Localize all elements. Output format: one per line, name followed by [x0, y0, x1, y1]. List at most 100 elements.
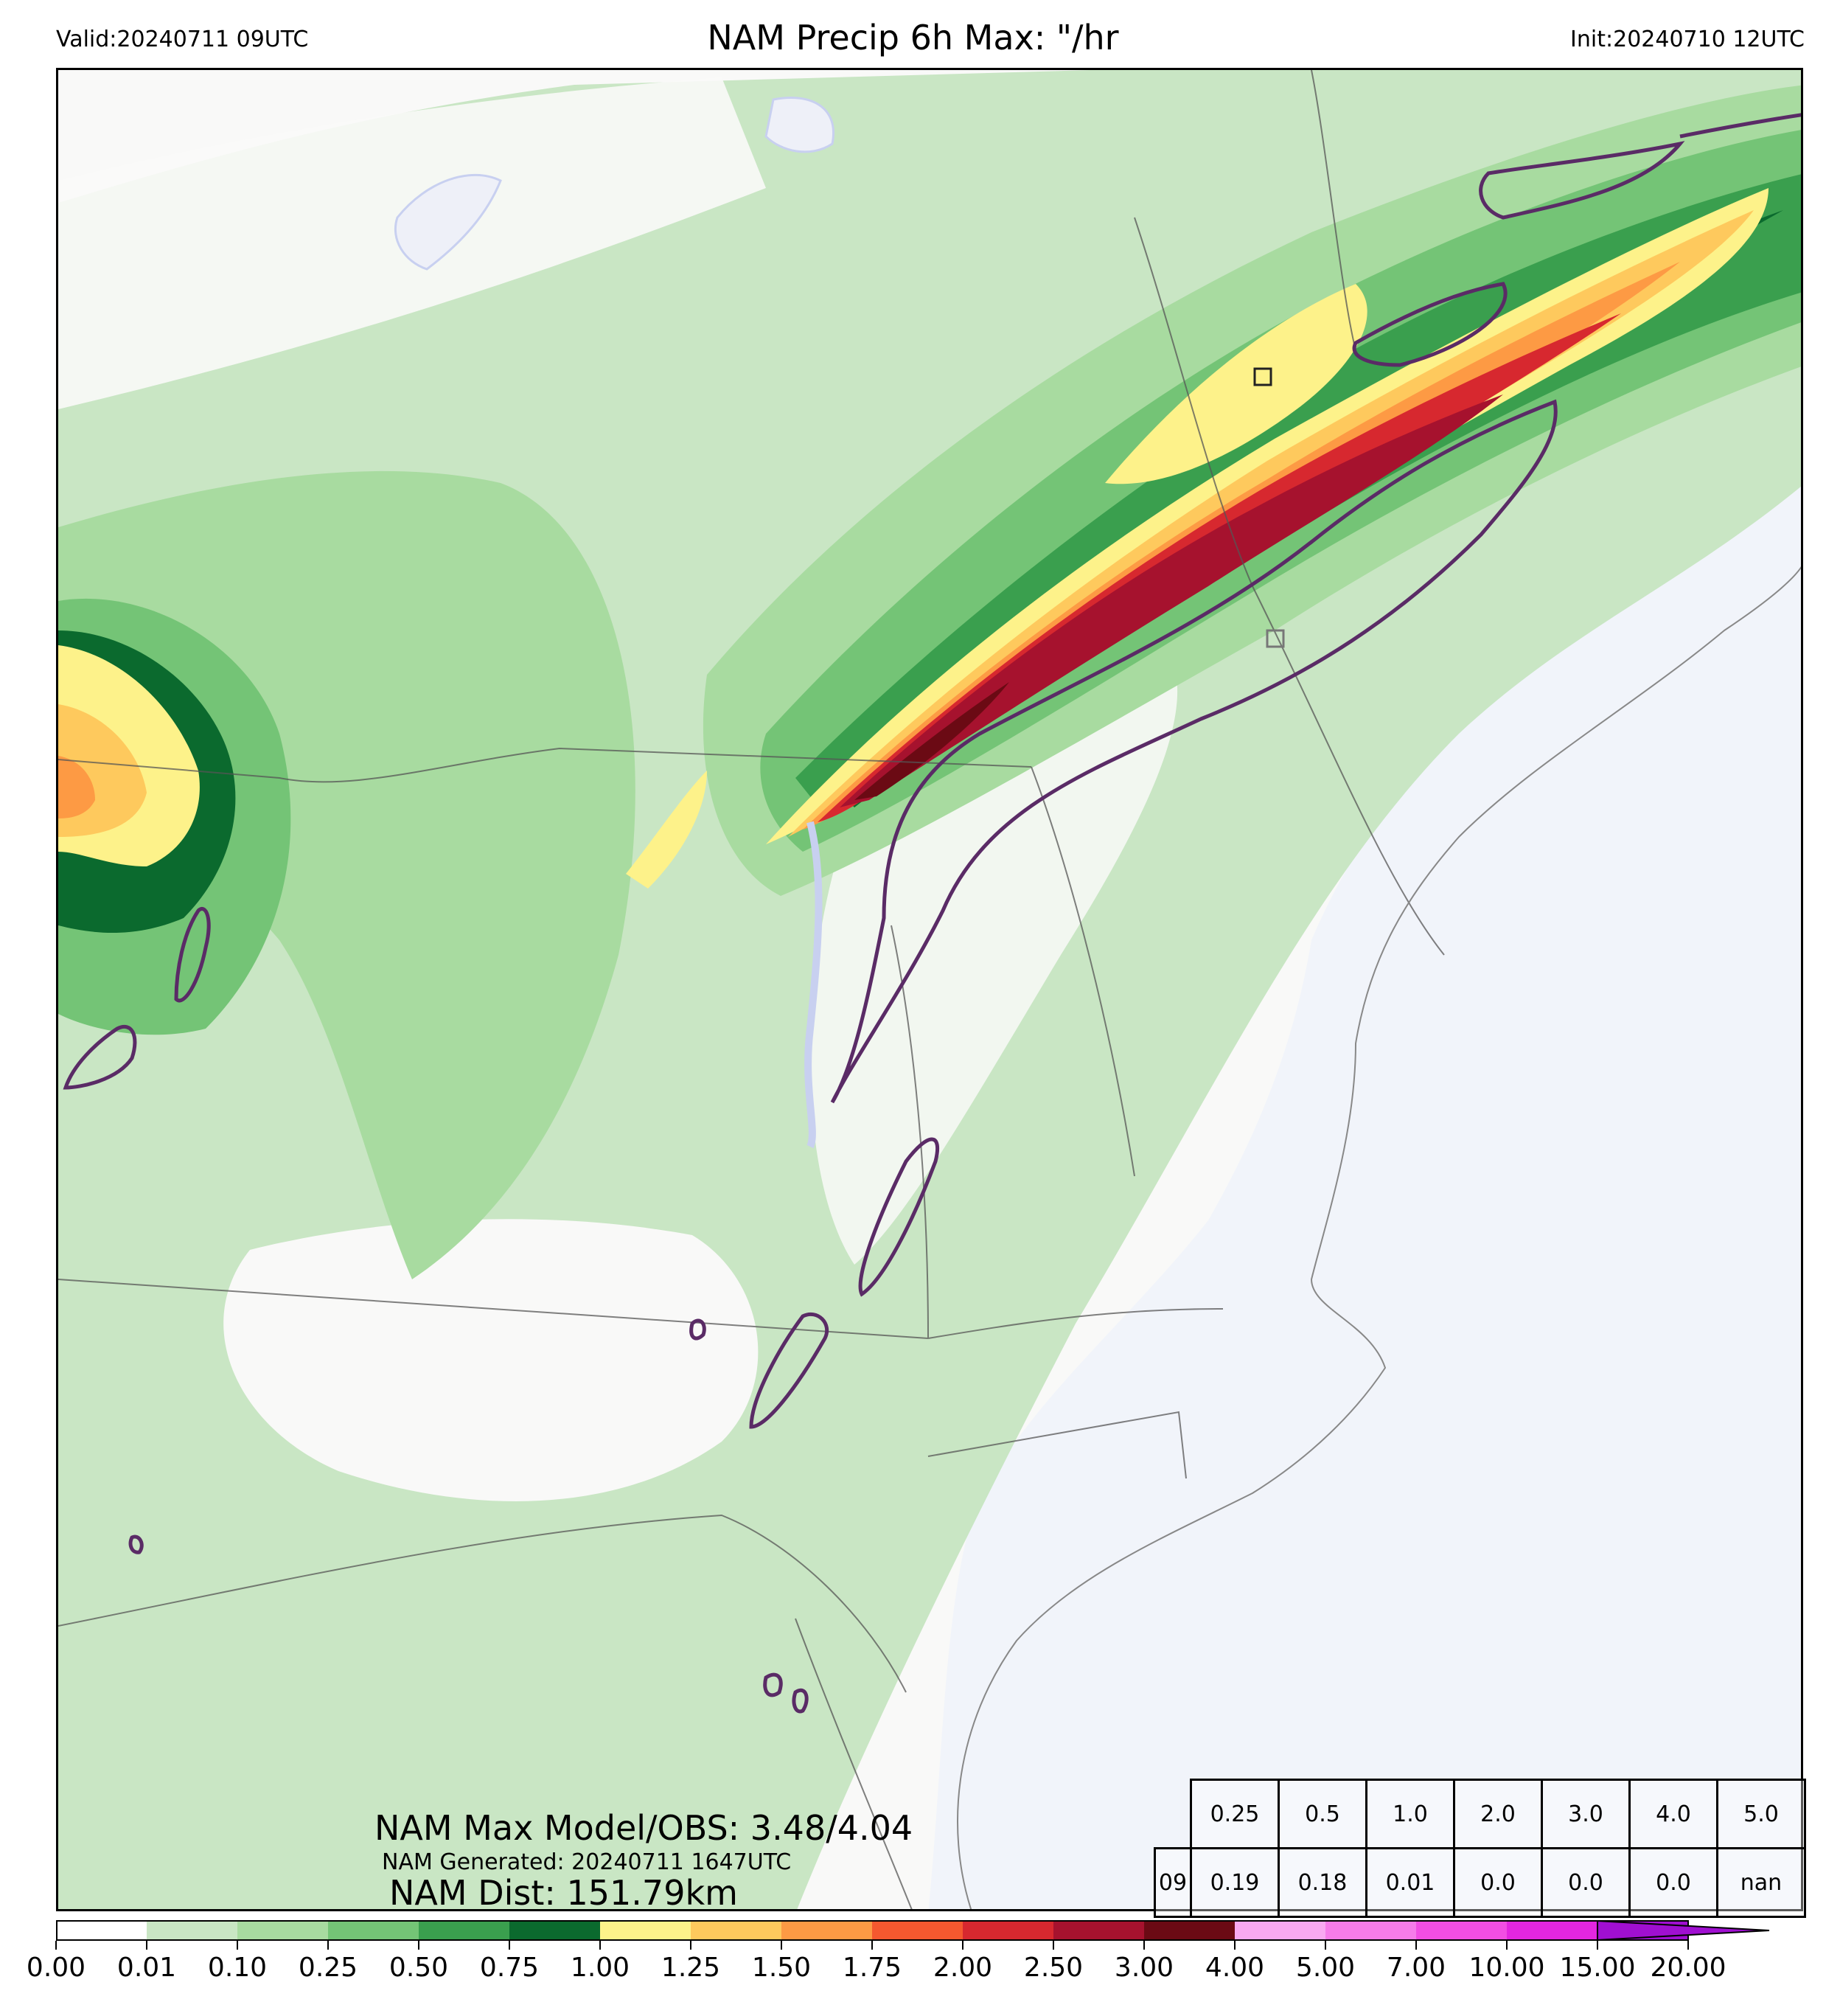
colorbar-tick [690, 1941, 691, 1950]
obs-contours [63, 113, 1801, 1714]
dry-area-south [223, 1219, 759, 1501]
value-cell: 0.18 [1278, 1847, 1367, 1918]
border-canada-ny [58, 747, 1032, 783]
value-cell: nan [1716, 1847, 1806, 1918]
colorbar-tick-label: 1.25 [661, 1953, 721, 1983]
colorbar-segment [872, 1921, 963, 1940]
threshold-cell: 2.0 [1453, 1779, 1543, 1849]
colorbar-tick-label: 2.50 [1023, 1953, 1084, 1983]
colorbar-tick [1687, 1941, 1689, 1950]
threshold-row: 0.25 0.5 1.0 2.0 3.0 4.0 5.0 [1155, 1779, 1806, 1849]
value-cell: 0.0 [1453, 1847, 1543, 1918]
border-ma [927, 1308, 1224, 1339]
colorbar-tick-label: 10.00 [1468, 1953, 1545, 1983]
obs-contour-ne [1352, 282, 1508, 367]
colorbar-tick-label: 0.01 [116, 1953, 177, 1983]
distance-text: NAM Dist: 151.79km [389, 1873, 738, 1913]
obs-contour-north [1479, 113, 1801, 220]
colorbar-tick [55, 1941, 57, 1950]
colorbar-segment [509, 1921, 600, 1940]
precip-core-west-red [58, 756, 95, 818]
colorbar-tick [781, 1941, 782, 1950]
colorbar-segment [237, 1921, 328, 1940]
colorbar-tick [871, 1941, 873, 1950]
precip-core-1.00-north [1105, 284, 1367, 484]
generated-text: NAM Generated: 20240711 1647UTC [382, 1849, 792, 1875]
border-ct [927, 1411, 1187, 1479]
colorbar-segment [781, 1921, 872, 1940]
threshold-cell: 1.0 [1365, 1779, 1455, 1849]
lake-nw [394, 173, 502, 271]
colorbar-tick [962, 1941, 963, 1950]
init-time: Init:20240710 12UTC [1570, 27, 1805, 52]
map-canvas [58, 70, 1801, 1909]
colorbar-segment [1144, 1921, 1235, 1940]
atlantic-ocean [928, 485, 1801, 1909]
colorbar-segment [56, 1921, 147, 1940]
colorbar-tick [599, 1941, 601, 1950]
value-row: 09 0.19 0.18 0.01 0.0 0.0 0.0 nan [1154, 1847, 1806, 1918]
precip-core-3.00 [854, 682, 1009, 800]
obs-contour-vt [858, 1137, 940, 1297]
threshold-cell: 3.0 [1541, 1779, 1631, 1849]
hour-cell: 09 [1154, 1847, 1192, 1918]
obs-contour-main [830, 399, 1558, 1104]
colorbar-tick-label: 1.00 [570, 1953, 630, 1983]
state-borders [58, 70, 1445, 1909]
colorbar-tick [509, 1941, 510, 1950]
border-nj [795, 1618, 913, 1909]
colorbar [56, 1919, 1770, 1942]
value-cell: 0.0 [1628, 1847, 1718, 1918]
obs-contour-west2 [63, 1025, 137, 1090]
colorbar-tick [418, 1941, 419, 1950]
colorbar-tick-label: 2.00 [933, 1953, 993, 1983]
max-model-obs-text: NAM Max Model/OBS: 3.48/4.04 [374, 1808, 913, 1848]
threshold-cell: 0.5 [1278, 1779, 1367, 1849]
value-cell: 0.01 [1365, 1847, 1455, 1918]
threshold-cell: 5.0 [1716, 1779, 1806, 1849]
lake-north [764, 97, 834, 153]
obs-contour-small2 [763, 1672, 783, 1697]
colorbar-tick-label: 0.10 [207, 1953, 268, 1983]
precip-cell-center [626, 771, 707, 889]
colorbar-tick-label: 0.75 [479, 1953, 540, 1983]
colorbar-tick-label: 0.00 [26, 1953, 86, 1983]
obs-contour-ma [749, 1312, 829, 1429]
threshold-table: 0.25 0.5 1.0 2.0 3.0 4.0 5.0 09 0.19 0.1… [1154, 1779, 1806, 1918]
colorbar-tick [1143, 1941, 1145, 1950]
precip-core-2.50 [840, 394, 1503, 807]
border-vt-nh [1031, 766, 1135, 1177]
colorbar-tick [1234, 1941, 1236, 1950]
valid-time: Valid:20240711 09UTC [56, 27, 309, 52]
colorbar-tick-label: 15.00 [1559, 1953, 1636, 1983]
colorbar-tick [1053, 1941, 1054, 1950]
colorbar-tick-label: 0.25 [298, 1953, 358, 1983]
border-ny-pa [58, 1279, 929, 1339]
obs-contour-small3 [792, 1689, 809, 1714]
colorbar-tick-label: 1.50 [751, 1953, 812, 1983]
colorbar-tick-label: 1.75 [842, 1953, 902, 1983]
threshold-cell: 4.0 [1628, 1779, 1718, 1849]
border-ny-vt [891, 925, 929, 1339]
colorbar-tick [1325, 1941, 1326, 1950]
value-cell: 0.19 [1190, 1847, 1280, 1918]
colorbar-tick-label: 4.00 [1205, 1953, 1265, 1983]
obs-contour-small1 [689, 1318, 706, 1341]
map-title: NAM Precip 6h Max: "/hr [707, 18, 1119, 58]
value-cell: 0.0 [1541, 1847, 1631, 1918]
colorbar-tick [1506, 1941, 1508, 1950]
colorbar-segment [600, 1921, 691, 1940]
border-pa-nj [58, 1514, 907, 1693]
colorbar-tick [237, 1941, 238, 1950]
colorbar-tick [1597, 1941, 1598, 1950]
coastline [957, 566, 1801, 1909]
obs-contour-west [174, 907, 211, 1003]
colorbar-extend-arrow [1597, 1919, 1770, 1942]
colorbar-segment [1416, 1921, 1507, 1940]
colorbar-segment [1053, 1921, 1144, 1940]
colorbar-tick-label: 0.50 [388, 1953, 449, 1983]
colorbar-segment [419, 1921, 509, 1940]
colorbar-segment [1325, 1921, 1416, 1940]
colorbar-segment [328, 1921, 419, 1940]
table-corner [1155, 1780, 1191, 1849]
